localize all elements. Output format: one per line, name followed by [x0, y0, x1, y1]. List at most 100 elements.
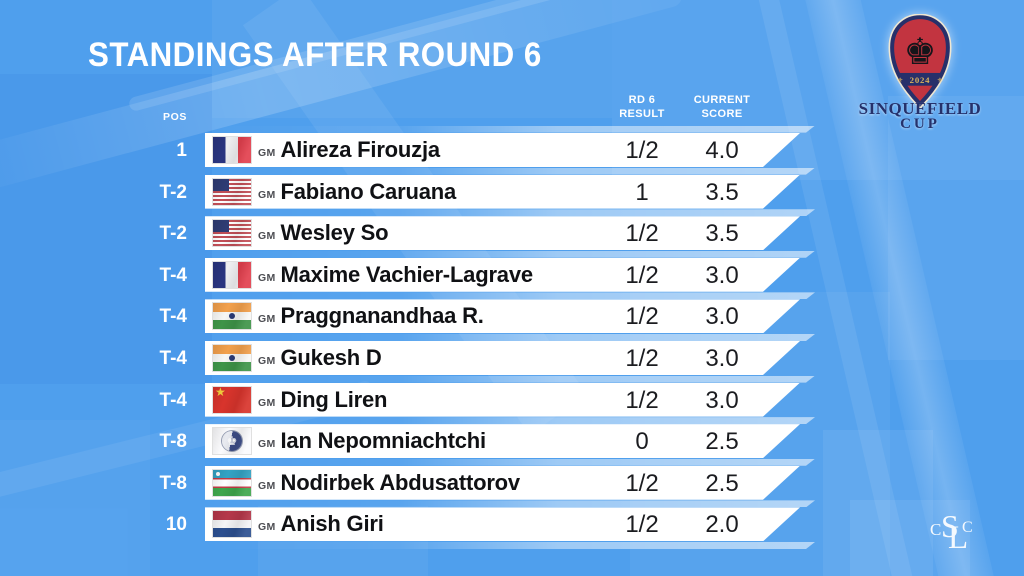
background-patch — [0, 420, 150, 576]
round-result: 1/2 — [625, 344, 659, 372]
current-score: 3.0 — [705, 303, 739, 331]
position-label: T-2 — [159, 223, 187, 245]
monogram-letter: L — [948, 520, 969, 556]
result-header-line2: RESULT — [619, 107, 665, 120]
score-column-header: CURRENT SCORE — [661, 94, 783, 121]
chess-club-monogram: C S L C — [930, 510, 990, 570]
table-row: T-2 GM Wesley So 1/2 3.5 — [0, 216, 1024, 258]
current-score: 3.5 — [705, 178, 739, 206]
gm-title: GM — [258, 147, 276, 159]
event-name: SINQUEFIELD — [858, 99, 982, 118]
table-row: 1 GM Alireza Firouzja 1/2 4.0 — [0, 133, 1024, 175]
country-flag — [213, 470, 251, 496]
country-flag — [213, 262, 251, 288]
round-result: 1/2 — [625, 137, 659, 164]
table-row: T-4 GM Praggnanandhaa R. 1/2 3.0 — [0, 299, 1024, 341]
table-row: 10 GM Anish Giri 1/2 2.0 — [0, 507, 1024, 549]
gm-title: GM — [258, 396, 276, 409]
position-label: T-2 — [159, 181, 187, 203]
player-row-bar: GM Ian Nepomniachtchi 0 2.5 — [205, 424, 800, 458]
gm-title: GM — [258, 438, 276, 451]
row-divider-band — [205, 168, 815, 175]
table-row: T-2 GM Fabiano Caruana 1 3.5 — [0, 175, 1024, 217]
round-result: 0 — [635, 428, 649, 456]
position-label: 10 — [165, 514, 187, 536]
player-row-bar: GM Fabiano Caruana 1 3.5 — [205, 175, 800, 209]
current-score: 2.0 — [705, 511, 739, 539]
event-name-cup: CUP — [900, 116, 940, 132]
player-row-bar: GM Ding Liren 1/2 3.0 — [205, 383, 800, 417]
row-divider-band — [205, 292, 815, 299]
player-name: Alireza Firouzja — [280, 137, 440, 162]
round-result: 1/2 — [625, 261, 659, 289]
player-name: Ian Nepomniachtchi — [280, 428, 486, 454]
position-label: T-8 — [159, 431, 187, 453]
position-label: T-4 — [159, 347, 187, 369]
position-label: T-4 — [159, 389, 187, 411]
row-divider-band — [205, 126, 815, 133]
fleur-de-lis-icon: ⚜ — [937, 76, 943, 85]
current-score: 2.5 — [705, 428, 739, 456]
row-divider-band — [205, 459, 815, 466]
row-divider-band — [205, 251, 815, 258]
player-row-bar: GM Wesley So 1/2 3.5 — [205, 216, 800, 250]
monogram-letter: C — [930, 520, 942, 539]
player-name: Nodirbek Abdusattorov — [280, 469, 520, 495]
background-patch — [888, 96, 1024, 360]
table-row: T-4 GM Ding Liren 1/2 3.0 — [0, 383, 1024, 425]
current-score: 3.0 — [705, 344, 739, 372]
standings-table: 1 GM Alireza Firouzja 1/2 4.0 T-2 GM Fab… — [0, 133, 1024, 549]
gm-title: GM — [258, 230, 276, 243]
country-flag — [213, 179, 251, 205]
table-row: T-4 GM Maxime Vachier-Lagrave 1/2 3.0 — [0, 258, 1024, 300]
country-flag — [213, 220, 251, 246]
player-name: Praggnanandhaa R. — [280, 303, 484, 329]
player-row-bar: GM Gukesh D 1/2 3.0 — [205, 341, 800, 375]
table-row: T-8 GM Nodirbek Abdusattorov 1/2 2.5 — [0, 466, 1024, 508]
fleur-de-lis-icon: ⚜ — [897, 76, 903, 85]
gm-title: GM — [258, 271, 276, 284]
round-result: 1/2 — [625, 220, 659, 248]
score-header-line2: SCORE — [701, 107, 743, 120]
gm-title: GM — [258, 313, 276, 326]
background-patch — [212, 0, 612, 118]
round-result: 1/2 — [625, 303, 659, 331]
player-name: Ding Liren — [280, 386, 388, 412]
chess-king-icon: ♚ — [904, 30, 937, 73]
round-result: 1 — [635, 178, 649, 206]
pos-column-header: POS — [163, 111, 187, 123]
row-divider-band — [205, 376, 815, 383]
player-name: Anish Giri — [280, 511, 384, 537]
current-score: 3.0 — [705, 386, 739, 414]
current-score: 3.0 — [705, 261, 739, 289]
page-title: STANDINGS AFTER ROUND 6 — [88, 36, 542, 74]
round-result: 1/2 — [625, 469, 659, 497]
current-score: 3.5 — [705, 220, 739, 248]
round-result: 1/2 — [625, 386, 659, 414]
player-row-bar: GM Maxime Vachier-Lagrave 1/2 3.0 — [205, 258, 800, 292]
player-name: Gukesh D — [280, 344, 382, 370]
gm-title: GM — [258, 354, 276, 367]
player-row-bar: GM Alireza Firouzja 1/2 4.0 — [205, 133, 800, 167]
row-divider-band — [205, 417, 815, 424]
monogram-letter: S — [941, 508, 959, 544]
table-row: T-4 GM Gukesh D 1/2 3.0 — [0, 341, 1024, 383]
row-divider-band — [205, 209, 815, 216]
background-patch — [0, 74, 212, 384]
position-label: 1 — [176, 140, 187, 161]
gm-title: GM — [258, 521, 276, 534]
crest-year: 2024 — [910, 75, 931, 85]
country-flag — [213, 303, 251, 329]
background-patch — [850, 500, 970, 576]
monogram-letter: C — [962, 519, 973, 536]
row-divider-band — [205, 542, 815, 549]
country-flag — [213, 428, 251, 454]
position-label: T-8 — [159, 472, 187, 494]
round-result: 1/2 — [625, 511, 659, 539]
table-row: T-8 GM Ian Nepomniachtchi 0 2.5 — [0, 424, 1024, 466]
player-name: Fabiano Caruana — [280, 178, 456, 204]
score-header-line1: CURRENT — [693, 94, 751, 106]
position-label: T-4 — [159, 306, 187, 328]
row-divider-band — [205, 334, 815, 341]
